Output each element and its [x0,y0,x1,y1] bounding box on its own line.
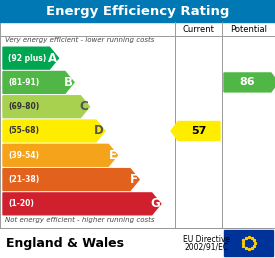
Polygon shape [3,47,59,69]
Polygon shape [3,120,105,142]
Text: F: F [130,173,138,186]
Text: B: B [64,76,73,89]
Text: A: A [48,52,57,65]
Bar [224,230,273,256]
Polygon shape [3,193,161,215]
Text: (21-38): (21-38) [8,175,39,184]
Text: C: C [80,100,89,113]
Text: D: D [94,125,104,138]
Polygon shape [224,73,275,92]
Bar [0,22,275,228]
Text: Not energy efficient - higher running costs: Not energy efficient - higher running co… [5,217,155,223]
Polygon shape [3,71,74,93]
Text: G: G [150,197,160,210]
Text: (55-68): (55-68) [8,126,39,135]
Text: 2002/91/EC: 2002/91/EC [185,243,229,252]
Text: Current: Current [183,25,215,34]
Text: England & Wales: England & Wales [6,237,124,249]
Polygon shape [3,144,117,166]
Polygon shape [171,122,220,140]
Text: 86: 86 [240,77,255,87]
Text: 57: 57 [191,126,207,136]
Bar [0,0,275,22]
Text: (81-91): (81-91) [8,78,39,87]
Text: (92 plus): (92 plus) [8,54,46,63]
Polygon shape [3,169,139,190]
Text: E: E [108,149,116,162]
Text: (69-80): (69-80) [8,102,39,111]
Text: EU Directive: EU Directive [183,235,230,244]
Polygon shape [3,96,89,118]
Text: (39-54): (39-54) [8,151,39,160]
Text: Very energy efficient - lower running costs: Very energy efficient - lower running co… [5,37,154,43]
Text: Energy Efficiency Rating: Energy Efficiency Rating [46,4,229,18]
Text: (1-20): (1-20) [8,199,34,208]
Text: Potential: Potential [230,25,267,34]
